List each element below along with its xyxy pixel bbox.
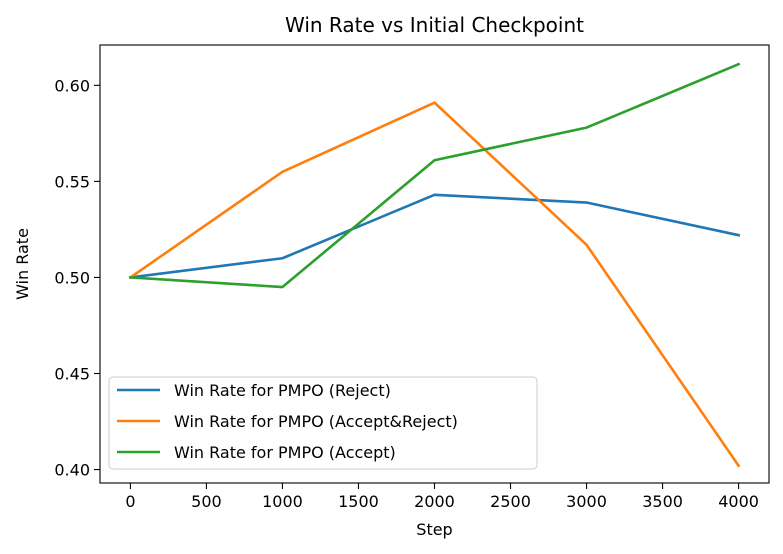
- y-tick-label: 0.45: [54, 365, 90, 384]
- x-tick-label: 2500: [490, 492, 531, 511]
- x-tick-label: 3500: [642, 492, 683, 511]
- y-tick-label: 0.40: [54, 461, 90, 480]
- x-tick-label: 4000: [718, 492, 759, 511]
- x-axis: 0 500 1000 1500 2000 2500 3000 3500 4000: [125, 483, 759, 511]
- x-tick-label: 0: [125, 492, 135, 511]
- legend-entry: Win Rate for PMPO (Accept&Reject): [174, 412, 458, 431]
- series-line-1: [128, 101, 741, 468]
- x-tick-label: 1500: [338, 492, 379, 511]
- legend: Win Rate for PMPO (Reject) Win Rate for P…: [108, 376, 538, 470]
- y-tick-label: 0.60: [54, 76, 90, 95]
- legend-entry: Win Rate for PMPO (Accept): [174, 443, 396, 462]
- legend-box: [108, 376, 538, 470]
- y-tick-label: 0.55: [54, 172, 90, 191]
- x-tick-label: 1000: [262, 492, 303, 511]
- series-line-2: [129, 62, 741, 289]
- x-tick-label: 2000: [414, 492, 455, 511]
- y-axis: 0.40 0.45 0.50 0.55 0.60: [54, 76, 100, 480]
- x-tick-label: 3000: [566, 492, 607, 511]
- y-tick-label: 0.50: [54, 268, 90, 287]
- legend-entry: Win Rate for PMPO (Reject): [174, 381, 391, 400]
- x-axis-label: Step: [416, 520, 452, 539]
- chart-title: Win Rate vs Initial Checkpoint: [285, 13, 584, 37]
- y-axis-label: Win Rate: [13, 228, 32, 300]
- series-line-0: [128, 193, 741, 279]
- x-tick-label: 500: [191, 492, 222, 511]
